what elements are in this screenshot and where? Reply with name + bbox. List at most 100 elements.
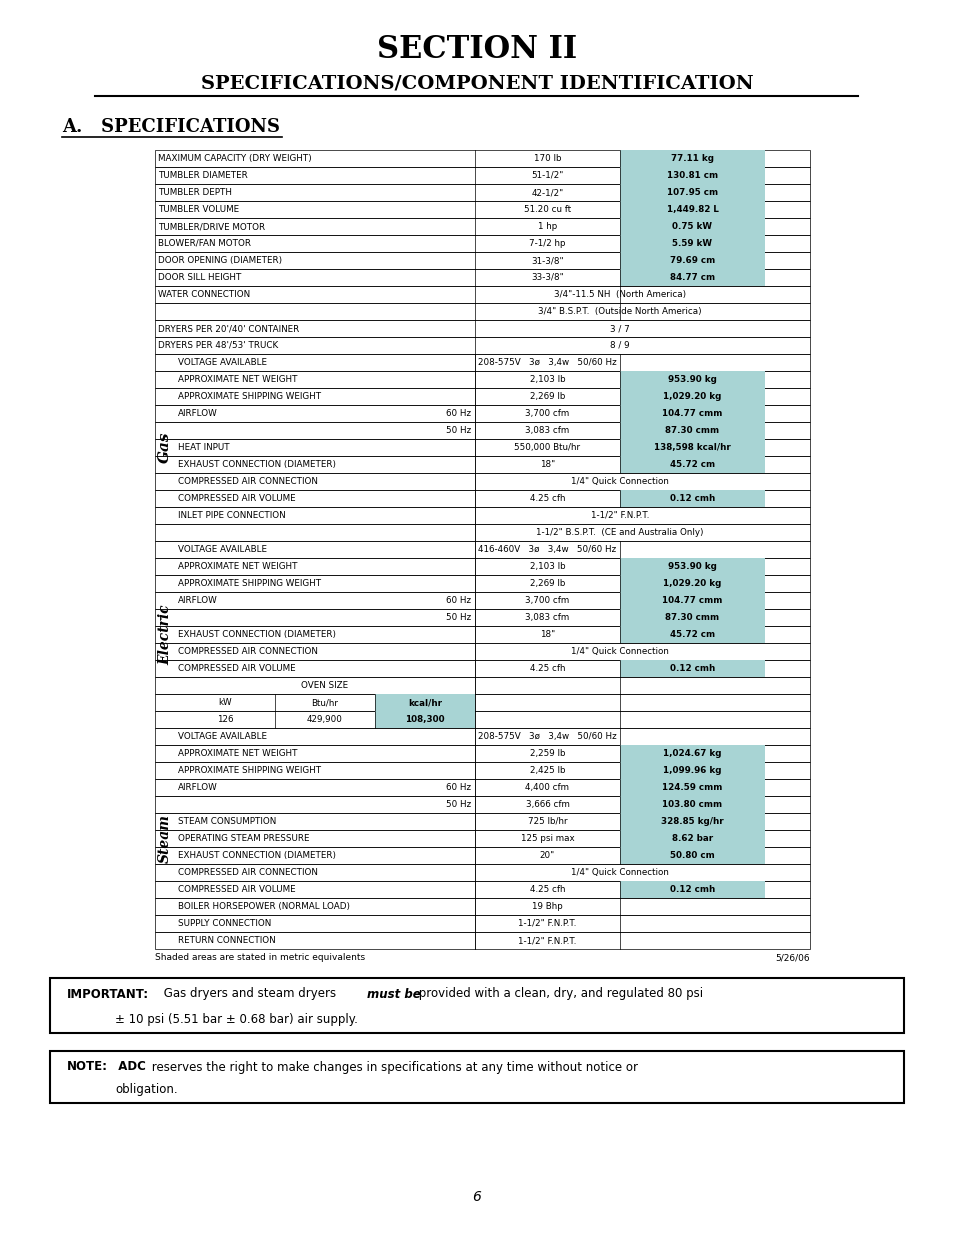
Text: 60 Hz: 60 Hz (445, 597, 471, 605)
Text: VOLTAGE AVAILABLE: VOLTAGE AVAILABLE (178, 732, 267, 741)
Text: 19 Bhp: 19 Bhp (532, 902, 562, 911)
Bar (154, 592, 809, 609)
Text: 50.80 cm: 50.80 cm (669, 851, 714, 860)
Text: Gas dryers and steam dryers: Gas dryers and steam dryers (160, 988, 339, 1000)
Bar (619, 490, 764, 508)
Bar (619, 405, 764, 422)
Text: 103.80 cmm: 103.80 cmm (661, 800, 721, 809)
Bar (154, 813, 809, 830)
Bar (154, 252, 809, 269)
Text: Electric: Electric (158, 604, 172, 664)
Text: 953.90 kg: 953.90 kg (667, 375, 717, 384)
Bar (619, 370, 764, 388)
Text: EXHAUST CONNECTION (DIAMETER): EXHAUST CONNECTION (DIAMETER) (178, 630, 335, 638)
Text: TUMBLER DIAMETER: TUMBLER DIAMETER (158, 170, 248, 180)
Bar (619, 576, 764, 592)
Bar (154, 727, 809, 745)
Text: 3,083 cfm: 3,083 cfm (525, 613, 569, 622)
Text: 50 Hz: 50 Hz (445, 613, 471, 622)
Text: 6: 6 (472, 1191, 481, 1204)
Bar (619, 219, 764, 235)
Text: reserves the right to make changes in specifications at any time without notice : reserves the right to make changes in sp… (148, 1061, 638, 1073)
Text: 1-1/2" F.N.P.T.: 1-1/2" F.N.P.T. (517, 936, 576, 945)
Text: OPERATING STEAM PRESSURE: OPERATING STEAM PRESSURE (178, 834, 309, 844)
Text: 130.81 cm: 130.81 cm (666, 170, 718, 180)
Text: 2,103 lb: 2,103 lb (529, 375, 565, 384)
Bar (619, 830, 764, 847)
Text: COMPRESSED AIR CONNECTION: COMPRESSED AIR CONNECTION (178, 868, 317, 877)
Bar (619, 797, 764, 813)
Text: 3/4" B.S.P.T.  (Outside North America): 3/4" B.S.P.T. (Outside North America) (537, 308, 701, 316)
Text: 138,598 kcal/hr: 138,598 kcal/hr (654, 443, 730, 452)
Text: A.   SPECIFICATIONS: A. SPECIFICATIONS (62, 119, 280, 136)
Bar (619, 149, 764, 167)
Text: kW: kW (218, 698, 232, 706)
Text: kcal/hr: kcal/hr (408, 698, 441, 706)
Text: APPROXIMATE NET WEIGHT: APPROXIMATE NET WEIGHT (178, 748, 297, 758)
Bar (619, 456, 764, 473)
Text: 725 lb/hr: 725 lb/hr (527, 818, 567, 826)
Bar (154, 541, 809, 558)
Text: 4.25 cfh: 4.25 cfh (529, 494, 565, 503)
Bar (154, 797, 809, 813)
Text: 550,000 Btu/hr: 550,000 Btu/hr (514, 443, 580, 452)
Bar (154, 184, 809, 201)
Text: 0.75 kW: 0.75 kW (672, 222, 712, 231)
Text: 4,400 cfm: 4,400 cfm (525, 783, 569, 792)
Text: Steam: Steam (158, 814, 172, 863)
Bar (619, 167, 764, 184)
Bar (154, 438, 809, 456)
Bar (154, 762, 809, 779)
Bar (154, 320, 809, 337)
Bar (619, 847, 764, 864)
Text: 4.25 cfh: 4.25 cfh (529, 664, 565, 673)
Bar (154, 677, 809, 694)
Bar (154, 405, 809, 422)
Text: 3,666 cfm: 3,666 cfm (525, 800, 569, 809)
Text: 1-1/2" B.S.P.T.  (CE and Australia Only): 1-1/2" B.S.P.T. (CE and Australia Only) (536, 529, 703, 537)
Bar (619, 269, 764, 287)
Text: 1/4" Quick Connection: 1/4" Quick Connection (571, 477, 668, 487)
Bar (154, 490, 809, 508)
Text: STEAM CONSUMPTION: STEAM CONSUMPTION (178, 818, 276, 826)
Text: 953.90 kg: 953.90 kg (667, 562, 717, 571)
Text: 20": 20" (539, 851, 555, 860)
Text: APPROXIMATE SHIPPING WEIGHT: APPROXIMATE SHIPPING WEIGHT (178, 579, 321, 588)
Text: 429,900: 429,900 (307, 715, 342, 724)
Text: COMPRESSED AIR CONNECTION: COMPRESSED AIR CONNECTION (178, 477, 317, 487)
Text: 1,029.20 kg: 1,029.20 kg (662, 579, 720, 588)
Text: 51.20 cu ft: 51.20 cu ft (523, 205, 571, 214)
Text: MAXIMUM CAPACITY (DRY WEIGHT): MAXIMUM CAPACITY (DRY WEIGHT) (158, 154, 312, 163)
Bar (154, 456, 809, 473)
Bar (154, 659, 809, 677)
Bar (619, 659, 764, 677)
Text: 45.72 cm: 45.72 cm (669, 630, 715, 638)
Text: 170 lb: 170 lb (533, 154, 560, 163)
Text: 2,269 lb: 2,269 lb (529, 579, 564, 588)
Bar (154, 167, 809, 184)
Text: COMPRESSED AIR VOLUME: COMPRESSED AIR VOLUME (178, 664, 295, 673)
Text: ± 10 psi (5.51 bar ± 0.68 bar) air supply.: ± 10 psi (5.51 bar ± 0.68 bar) air suppl… (115, 1013, 357, 1025)
Bar (619, 762, 764, 779)
Text: 87.30 cmm: 87.30 cmm (665, 426, 719, 435)
Bar (154, 881, 809, 898)
Text: 51-1/2": 51-1/2" (531, 170, 563, 180)
Bar (154, 370, 809, 388)
Text: 1 hp: 1 hp (537, 222, 557, 231)
Bar (154, 269, 809, 287)
Text: 1,099.96 kg: 1,099.96 kg (662, 766, 721, 776)
Text: 77.11 kg: 77.11 kg (670, 154, 713, 163)
Bar (154, 524, 809, 541)
Bar (154, 354, 809, 370)
Text: provided with a clean, dry, and regulated 80 psi: provided with a clean, dry, and regulate… (415, 988, 702, 1000)
Text: 8 / 9: 8 / 9 (610, 341, 629, 350)
Text: 1/4" Quick Connection: 1/4" Quick Connection (571, 647, 668, 656)
Bar (154, 626, 809, 643)
Text: TUMBLER VOLUME: TUMBLER VOLUME (158, 205, 239, 214)
Text: WATER CONNECTION: WATER CONNECTION (158, 290, 250, 299)
Text: 3 / 7: 3 / 7 (610, 324, 629, 333)
Text: SPECIFICATIONS/COMPONENT IDENTIFICATION: SPECIFICATIONS/COMPONENT IDENTIFICATION (200, 74, 753, 91)
Text: 208-575V   3ø   3,4w   50/60 Hz: 208-575V 3ø 3,4w 50/60 Hz (477, 358, 617, 367)
Bar (154, 337, 809, 354)
Bar (154, 779, 809, 797)
